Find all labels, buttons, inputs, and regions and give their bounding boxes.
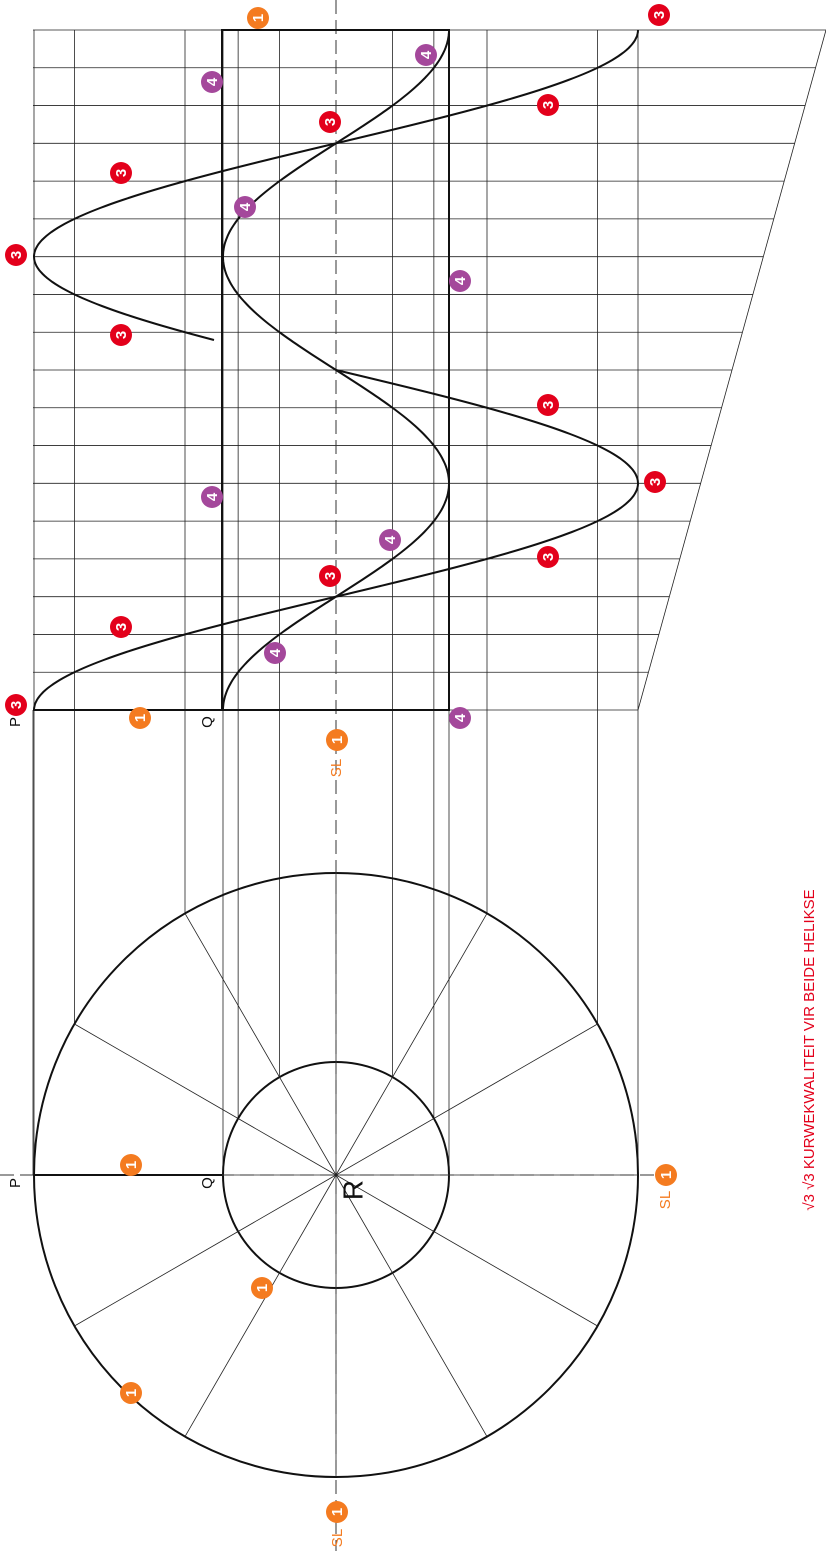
badge	[644, 471, 666, 493]
badge-label: 3	[540, 401, 557, 409]
badge	[449, 707, 471, 729]
badge	[655, 1164, 677, 1186]
badge-label: 3	[8, 251, 25, 259]
label-sl: SL	[657, 1191, 674, 1209]
badge	[449, 270, 471, 292]
badge	[201, 486, 223, 508]
badge	[415, 44, 437, 66]
radial-line	[335, 1174, 598, 1327]
badge-label: 4	[204, 492, 221, 501]
badge-label: 1	[254, 1284, 271, 1292]
badge-label: 1	[132, 714, 149, 722]
badge	[5, 694, 27, 716]
badge	[120, 1154, 142, 1176]
outer-helix	[33, 369, 640, 711]
badge-label: 4	[418, 50, 435, 59]
inner-helix	[222, 30, 450, 710]
radial-line	[335, 1023, 598, 1176]
badge-label: 1	[658, 1171, 675, 1179]
badge-label: 1	[123, 1389, 140, 1397]
badge-label: 1	[329, 1508, 346, 1516]
badge-label: 4	[382, 535, 399, 544]
badge-label: 4	[237, 202, 254, 211]
badge-label: 4	[452, 276, 469, 285]
badge-label: 4	[267, 648, 284, 657]
badge	[326, 729, 348, 751]
badge	[110, 616, 132, 638]
radial-line	[74, 1174, 337, 1327]
radial-line	[184, 913, 337, 1176]
badge	[234, 196, 256, 218]
label-r: R	[337, 1180, 368, 1200]
badge	[379, 529, 401, 551]
badge	[120, 1382, 142, 1404]
label-q: Q	[199, 1177, 216, 1189]
badge	[326, 1501, 348, 1523]
badge	[648, 4, 670, 26]
quality-note: √3 √3 KURWEKWALITEIT VIR BEIDE HELIKSE	[801, 889, 818, 1210]
badge-label: 3	[8, 701, 25, 709]
badge-label: 4	[204, 77, 221, 86]
badge	[537, 546, 559, 568]
badge-label: 4	[452, 713, 469, 722]
label-q: Q	[199, 716, 216, 728]
badge-label: 3	[322, 118, 339, 126]
badge	[247, 7, 269, 29]
badge	[537, 94, 559, 116]
badge	[129, 707, 151, 729]
badge	[251, 1277, 273, 1299]
badge	[5, 244, 27, 266]
label-sl: SL	[329, 1529, 346, 1547]
radial-line	[335, 1174, 488, 1437]
label-p: P	[7, 1178, 24, 1188]
badge-label: 1	[123, 1161, 140, 1169]
badge	[110, 162, 132, 184]
label-sl: SL	[328, 759, 345, 777]
radial-line	[184, 1174, 337, 1437]
slant-line	[637, 29, 826, 711]
badge-label: 3	[540, 553, 557, 561]
badge-label: 3	[113, 169, 130, 177]
outer-helix	[32, 29, 639, 341]
badge	[110, 324, 132, 346]
badge	[319, 111, 341, 133]
badge-label: 3	[113, 331, 130, 339]
badge-label: 1	[329, 736, 346, 744]
badge	[201, 71, 223, 93]
badge	[264, 642, 286, 664]
badge	[537, 394, 559, 416]
badge-label: 3	[540, 101, 557, 109]
radial-line	[335, 913, 488, 1176]
badge-label: 1	[250, 14, 267, 22]
badge-label: 3	[113, 623, 130, 631]
label-p: P	[7, 717, 24, 727]
badge-label: 3	[651, 11, 668, 19]
radial-line	[74, 1023, 337, 1176]
badge-label: 3	[322, 572, 339, 580]
cylinder-rect	[221, 29, 450, 711]
badge	[319, 565, 341, 587]
badge-label: 3	[647, 478, 664, 486]
